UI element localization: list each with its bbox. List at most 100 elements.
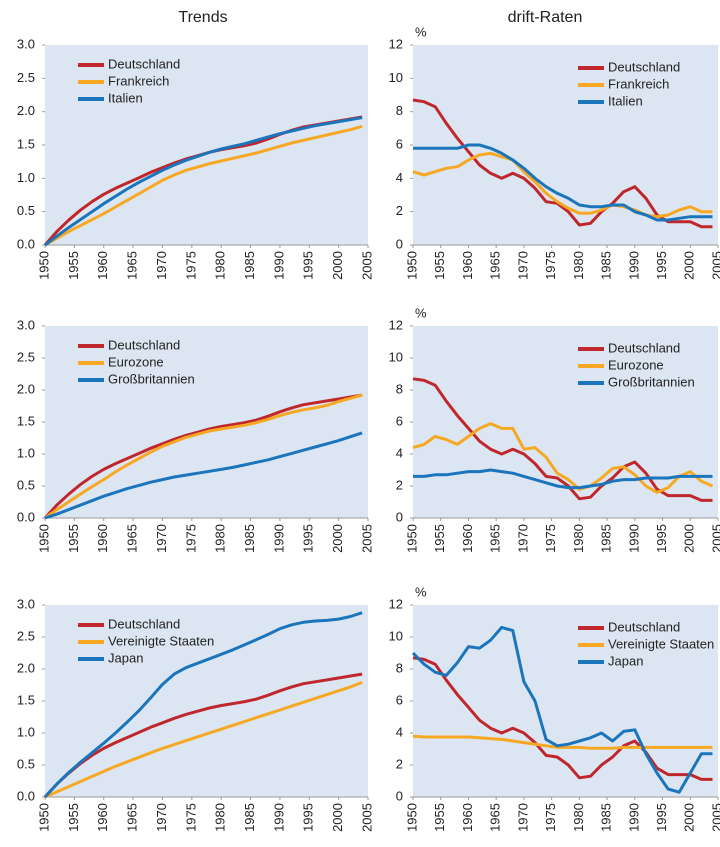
y-tick-label: 2: [396, 203, 403, 218]
y-tick-label: 12: [389, 317, 403, 332]
legend-label: Vereinigte Staaten: [608, 636, 714, 651]
x-tick-label: 2000: [682, 251, 697, 280]
x-tick-label: 2000: [682, 524, 697, 553]
x-tick-label: 1970: [515, 803, 530, 832]
y-tick-label: 2.5: [17, 628, 35, 643]
legend-label: Italien: [108, 90, 143, 105]
series-line: [413, 143, 713, 222]
x-tick-label: 1995: [301, 803, 316, 832]
y-axis-label: %: [415, 305, 427, 320]
x-tick-label: 1975: [543, 524, 558, 553]
legend-label: Eurozone: [108, 354, 164, 369]
x-tick-label: 1950: [404, 524, 419, 553]
y-tick-label: 3.0: [17, 36, 35, 51]
y-axis-label: %: [415, 584, 427, 599]
y-tick-label: 0.5: [17, 756, 35, 771]
x-tick-label: 1955: [66, 251, 81, 280]
legend-label: Italien: [608, 93, 643, 108]
y-tick-label: 1.5: [17, 413, 35, 428]
series-line: [412, 377, 713, 502]
y-tick-label: 12: [389, 596, 403, 611]
series-line: [412, 734, 713, 750]
y-tick-label: 8: [396, 103, 403, 118]
x-tick-label: 1955: [432, 803, 447, 832]
x-tick-label: 2005: [709, 251, 720, 280]
x-tick-label: 1960: [95, 803, 110, 832]
x-tick-label: 2005: [359, 803, 374, 832]
x-tick-label: 1955: [432, 251, 447, 280]
x-tick-label: 1965: [125, 803, 140, 832]
x-tick-label: 1960: [460, 524, 475, 553]
x-tick-label: 1955: [66, 524, 81, 553]
x-tick-label: 1975: [183, 524, 198, 553]
x-tick-label: 1970: [154, 251, 169, 280]
x-tick-label: 1960: [95, 251, 110, 280]
x-tick-label: 1980: [571, 251, 586, 280]
y-tick-label: 3.0: [17, 317, 35, 332]
y-tick-label: 1.0: [17, 724, 35, 739]
series-line: [44, 431, 363, 520]
legend-label: Deutschland: [108, 56, 180, 71]
series-line: [412, 422, 714, 494]
x-tick-label: 1980: [213, 251, 228, 280]
x-tick-label: 1985: [242, 803, 257, 832]
legend-label: Vereinigte Staaten: [108, 633, 214, 648]
y-tick-label: 2.5: [17, 70, 35, 85]
y-axis-label: %: [415, 24, 427, 39]
series-line: [43, 393, 363, 520]
x-tick-label: 1975: [543, 251, 558, 280]
x-tick-label: 1965: [125, 524, 140, 553]
x-tick-label: 1950: [36, 524, 51, 553]
series-line: [44, 116, 363, 247]
x-tick-label: 1960: [460, 251, 475, 280]
y-tick-label: 1.0: [17, 445, 35, 460]
x-tick-label: 2000: [330, 803, 345, 832]
legend-label: Japan: [608, 653, 643, 668]
x-tick-label: 1995: [301, 524, 316, 553]
x-tick-label: 1960: [460, 803, 475, 832]
series-line: [412, 656, 713, 781]
x-tick-label: 1995: [654, 803, 669, 832]
x-tick-label: 1980: [213, 524, 228, 553]
x-tick-label: 2000: [330, 251, 345, 280]
x-tick-label: 1965: [488, 803, 503, 832]
y-tick-label: 3.0: [17, 596, 35, 611]
y-tick-label: 0.5: [17, 203, 35, 218]
series-line: [43, 611, 363, 799]
series-line: [412, 151, 713, 219]
series-line: [411, 625, 713, 794]
x-tick-label: 1990: [626, 803, 641, 832]
y-tick-label: 4: [396, 170, 403, 185]
y-tick-label: 4: [396, 724, 403, 739]
plot-area: [45, 45, 368, 245]
y-tick-label: 0.0: [17, 509, 35, 524]
x-tick-label: 2005: [709, 803, 720, 832]
x-tick-label: 1990: [271, 524, 286, 553]
x-tick-label: 1980: [571, 803, 586, 832]
y-tick-label: 4: [396, 445, 403, 460]
y-tick-label: 2.0: [17, 103, 35, 118]
y-tick-label: 2.0: [17, 660, 35, 675]
x-tick-label: 2005: [359, 524, 374, 553]
y-tick-label: 8: [396, 660, 403, 675]
x-tick-label: 1980: [213, 803, 228, 832]
x-tick-label: 1970: [154, 803, 169, 832]
legend-label: Frankreich: [608, 76, 669, 91]
x-tick-label: 1965: [125, 251, 140, 280]
y-tick-label: 10: [389, 70, 403, 85]
x-tick-label: 1980: [571, 524, 586, 553]
legend-label: Großbritannien: [608, 374, 695, 389]
y-tick-label: 6: [396, 413, 403, 428]
y-tick-label: 2.0: [17, 381, 35, 396]
x-tick-label: 1985: [242, 524, 257, 553]
x-tick-label: 1965: [488, 251, 503, 280]
plot-area: [45, 605, 368, 797]
x-tick-label: 1960: [95, 524, 110, 553]
x-tick-label: 1950: [404, 803, 419, 832]
x-tick-label: 1985: [242, 251, 257, 280]
legend-label: Deutschland: [608, 59, 680, 74]
x-tick-label: 1965: [488, 524, 503, 553]
series-line: [44, 124, 363, 247]
x-tick-label: 1950: [404, 251, 419, 280]
column-title: Trends: [178, 9, 227, 26]
